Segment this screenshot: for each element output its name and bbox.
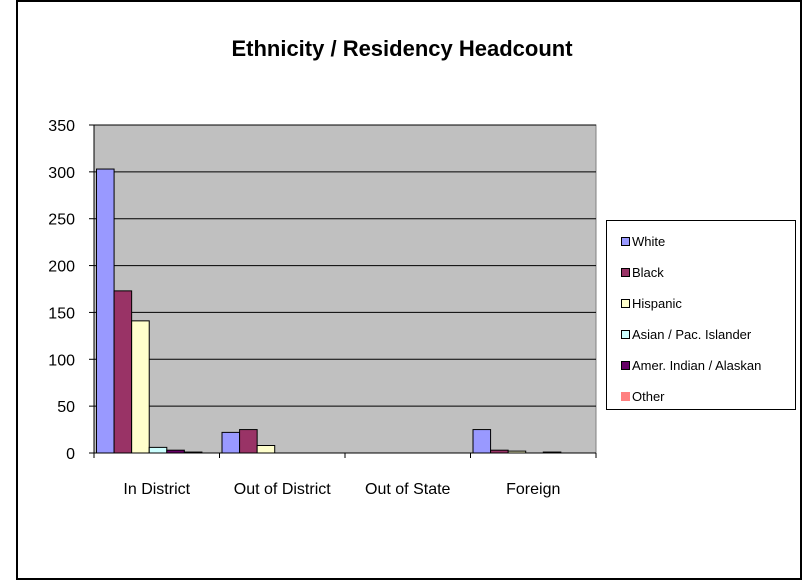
- plot-area: [93, 124, 597, 454]
- y-tick-label: 0: [66, 446, 75, 463]
- legend-label: Hispanic: [632, 295, 682, 311]
- y-tick-label: 50: [57, 399, 75, 416]
- x-tick-label: In District: [123, 481, 190, 498]
- x-tick-label: Out of State: [365, 481, 450, 498]
- bar: [542, 451, 562, 454]
- legend-swatch: [621, 329, 630, 339]
- legend-swatch: [621, 360, 630, 370]
- legend-label: Black: [632, 264, 664, 280]
- y-tick-label: 250: [48, 212, 75, 229]
- legend-item: Hispanic: [621, 295, 682, 311]
- legend-label: Asian / Pac. Islander: [632, 326, 752, 342]
- bar: [507, 450, 527, 454]
- bar: [96, 168, 115, 454]
- legend-item: Black: [621, 264, 664, 280]
- x-tick-label: Foreign: [506, 481, 560, 498]
- bar: [166, 449, 185, 454]
- bar: [148, 446, 168, 454]
- bar: [472, 429, 492, 454]
- chart-title: Ethnicity / Residency Headcount: [231, 36, 573, 61]
- legend-item: Other: [621, 388, 665, 404]
- legend: White Black Hispanic Asian / Pac. Islander A…: [606, 220, 796, 410]
- legend-label: White: [632, 233, 666, 249]
- bar: [490, 449, 509, 454]
- legend-swatch: [621, 391, 630, 401]
- legend-item: Amer. Indian / Alaskan: [621, 357, 761, 373]
- bar: [239, 429, 258, 454]
- legend-swatch: [621, 298, 630, 308]
- bar: [221, 431, 241, 454]
- legend-swatch: [621, 267, 630, 277]
- y-tick-label: 150: [48, 305, 75, 322]
- y-tick-label: 100: [48, 352, 75, 369]
- y-tick-label: 350: [48, 118, 75, 135]
- legend-label: Other: [632, 388, 665, 404]
- legend-item: Asian / Pac. Islander: [621, 326, 751, 342]
- bar: [256, 445, 276, 454]
- y-tick-label: 300: [48, 165, 75, 182]
- bar: [183, 451, 203, 454]
- bar: [131, 320, 150, 454]
- legend-swatch: [621, 236, 630, 246]
- y-tick-label: 200: [48, 259, 75, 276]
- bar: [113, 290, 133, 454]
- legend-item: White: [621, 233, 665, 249]
- legend-label: Amer. Indian / Alaskan: [632, 357, 762, 373]
- x-tick-label: Out of District: [234, 481, 331, 498]
